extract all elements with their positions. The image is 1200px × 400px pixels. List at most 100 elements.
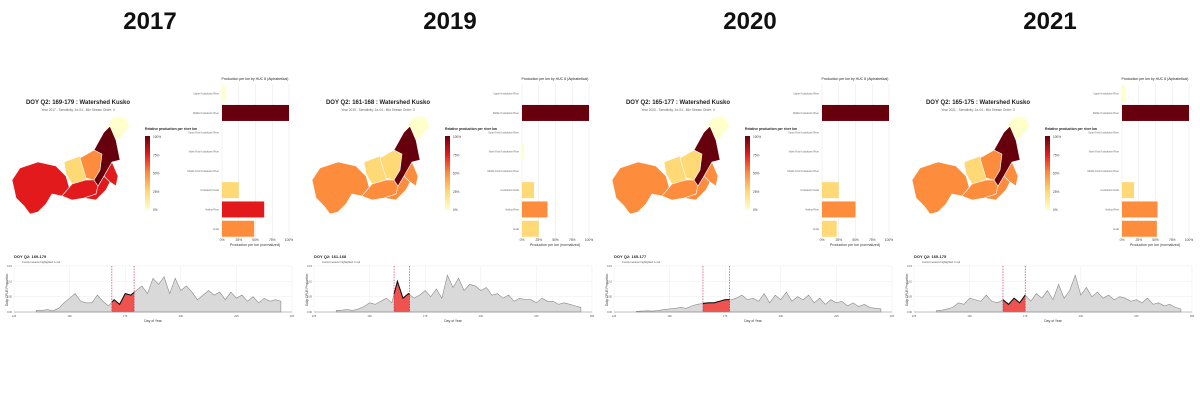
- ts-y-tick-label: 0.05: [907, 295, 913, 299]
- ts-x-tick-label: 125: [612, 314, 617, 318]
- basin-polygon-upper-kuskokwim-river: [703, 115, 731, 141]
- bar-x-tick-label: 0%: [820, 238, 825, 242]
- legend-tick-label: 25%: [1053, 190, 1060, 194]
- ts-y-tick-label: 0.15: [307, 264, 313, 268]
- basin-polygon-upper-kuskokwim-river: [1003, 115, 1031, 141]
- ts-x-tick-label: 175: [423, 314, 428, 318]
- bar-x-tick-label: 0%: [1120, 238, 1125, 242]
- bar-upper-kuskokwim-river: [222, 85, 226, 102]
- ts-x-tick-label: 225: [534, 314, 539, 318]
- ts-y-tick-label: 0.15: [7, 264, 13, 268]
- map-subtitle: Year 2020 - Sensitivity: 1e-04 - Min Str…: [641, 108, 714, 112]
- year-title: 2020: [723, 8, 777, 35]
- ts-x-tick-label: 175: [1023, 314, 1028, 318]
- ts-y-tick-label: 0.05: [7, 295, 13, 299]
- bar-middle-kuskokwim-river: [822, 104, 889, 121]
- panel-chart-svg: DOY Q2: 169-179 : Watershed Kusko Year 20…: [5, 77, 295, 323]
- legend-tick-label: 0%: [1053, 208, 1058, 212]
- bar-aniak: [1122, 220, 1157, 237]
- bar-category-label: Holitna River: [1105, 208, 1119, 211]
- legend-tick-label: 100%: [153, 135, 161, 139]
- bar-x-tick-label: 75%: [869, 238, 876, 242]
- bar-x-tick-label: 100%: [585, 238, 594, 242]
- bar-x-tick-label: 50%: [252, 238, 259, 242]
- watershed-map: DOY Q2: 161-168 : Watershed Kusko Year 20…: [311, 100, 431, 215]
- map-subtitle: Year 2019 - Sensitivity: 1e-04 - Min Str…: [341, 108, 414, 112]
- ts-x-tick-label: 150: [967, 314, 972, 318]
- bar-category-label: Middle Kuskokwim River: [793, 112, 819, 115]
- legend-colorbar: [745, 136, 750, 210]
- ts-x-tick-label: 250: [1190, 314, 1195, 318]
- highlight-line: [393, 279, 410, 300]
- color-legend: Relative production per river km 100% 75% 5…: [1045, 127, 1097, 212]
- bar-aniak: [822, 220, 837, 237]
- bar-holitna-river: [1122, 201, 1158, 218]
- legend-title: Relative production per river km: [145, 127, 197, 131]
- ts-x-axis-label: Day of Year: [744, 319, 762, 323]
- bar-category-label: South Fork Kuskokwim River: [188, 131, 219, 134]
- bar-x-axis-label: Production per km (normalized): [1130, 243, 1180, 247]
- highlight-area: [1002, 295, 1026, 312]
- bar-x-tick-label: 25%: [1135, 238, 1142, 242]
- bar-category-label: Aniak: [213, 228, 220, 231]
- watershed-map: DOY Q2: 165-177 : Watershed Kusko Year 20…: [611, 100, 731, 215]
- bar-middle-kuskokwim-river: [1122, 104, 1189, 121]
- bar-chart-title: Production per km by HUC 8 (Alphabetical…: [822, 77, 889, 81]
- bar-category-label: North Fork Kuskokwim River: [789, 151, 819, 154]
- bar-category-label: Middle Fork Kuskokwim River: [1088, 170, 1120, 173]
- ts-y-tick-label: 0.00: [607, 310, 613, 314]
- legend-colorbar: [445, 136, 450, 210]
- legend-title: Relative production per river km: [745, 127, 797, 131]
- bar-kuskokwim-delta: [222, 182, 239, 199]
- ts-y-tick-label: 0.05: [307, 295, 313, 299]
- highlight-line: [1002, 294, 1026, 306]
- legend-tick-label: 50%: [1053, 172, 1060, 176]
- map-subtitle: Year 2017 - Sensitivity: 1e-04 - Min Str…: [41, 108, 114, 112]
- bar-category-label: Kuskokwim Delta: [801, 189, 820, 192]
- bar-holitna-river: [222, 201, 265, 218]
- legend-tick-label: 25%: [153, 190, 160, 194]
- ts-y-tick-label: 0.10: [7, 279, 13, 283]
- map-title: DOY Q2: 165-177 : Watershed Kusko: [626, 100, 730, 106]
- basin-polygon-holitna-river: [11, 161, 71, 215]
- year-title: 2017: [123, 8, 177, 35]
- legend-tick-label: 75%: [453, 153, 460, 157]
- bar-north-fork-kuskokwim-river: [522, 143, 525, 160]
- legend-tick-label: 100%: [1053, 135, 1061, 139]
- legend-tick-label: 0%: [153, 208, 158, 212]
- ts-y-tick-label: 0.10: [307, 279, 313, 283]
- cpue-area: [635, 291, 882, 313]
- panel-chart-svg: DOY Q2: 165-175 : Watershed Kusko Year 20…: [905, 77, 1195, 323]
- ts-title: DOY Q2: 169-179: [14, 254, 47, 259]
- bar-chart-title: Production per km by HUC 8 (Alphabetical…: [1122, 77, 1189, 81]
- ts-subtitle: Current season highlighted in red: [322, 260, 361, 264]
- legend-tick-label: 50%: [153, 172, 160, 176]
- panel-2021: 2021 DOY Q2: 165-175 : Watershed Kusko Ye…: [900, 0, 1200, 400]
- ts-x-tick-label: 250: [890, 314, 895, 318]
- bar-x-tick-label: 25%: [535, 238, 542, 242]
- highlight-area: [702, 299, 730, 312]
- ts-y-tick-label: 0.00: [907, 310, 913, 314]
- color-legend: Relative production per river km 100% 75% 5…: [445, 127, 497, 212]
- legend-tick-label: 100%: [453, 135, 461, 139]
- bar-category-label: Aniak: [813, 228, 820, 231]
- legend-tick-label: 25%: [453, 190, 460, 194]
- ts-x-tick-label: 200: [779, 314, 784, 318]
- color-legend: Relative production per river km 100% 75% 5…: [145, 127, 197, 212]
- bar-middle-kuskokwim-river: [522, 104, 589, 121]
- year-title: 2021: [1023, 8, 1077, 35]
- ts-x-axis-label: Day of Year: [1044, 319, 1062, 323]
- bar-category-label: North Fork Kuskokwim River: [1089, 151, 1119, 154]
- cpue-area: [935, 274, 1182, 313]
- highlight-area: [111, 292, 135, 312]
- panel-2020: 2020 DOY Q2: 165-177 : Watershed Kusko Ye…: [600, 0, 900, 400]
- bar-aniak: [222, 220, 255, 237]
- bar-x-tick-label: 25%: [835, 238, 842, 242]
- ts-x-tick-label: 175: [723, 314, 728, 318]
- bar-middle-kuskokwim-river: [222, 104, 289, 121]
- bar-chart: Production per km by HUC 8 (Alphabetical…: [1088, 77, 1194, 247]
- ts-title: DOY Q2: 165-175: [914, 254, 947, 259]
- bar-x-axis-label: Production per km (normalized): [530, 243, 580, 247]
